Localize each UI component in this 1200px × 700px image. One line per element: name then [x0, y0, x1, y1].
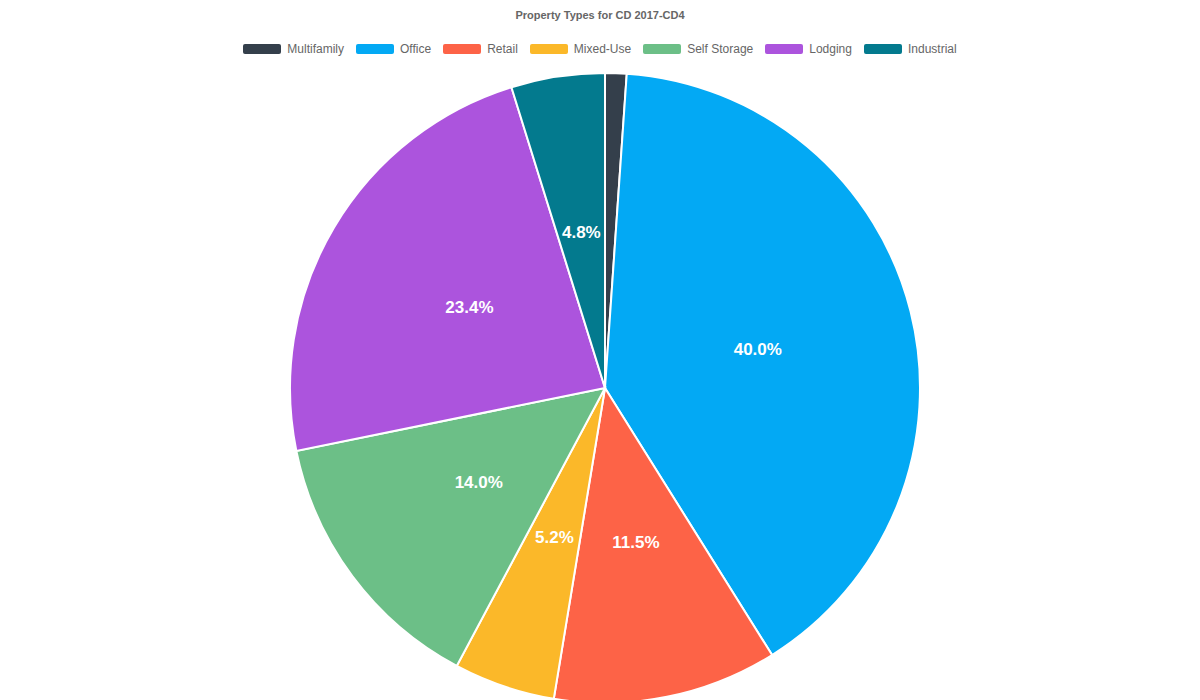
svg-text:23.4%: 23.4% — [445, 298, 493, 317]
svg-text:5.2%: 5.2% — [535, 528, 574, 547]
html-text:Mixed-Use: Mixed-Use — [573, 42, 632, 56]
svg-text:4.8%: 4.8% — [562, 223, 601, 242]
html-text:Office: Office — [400, 42, 432, 56]
html-text:Property Types for CD 2017-CD4: Property Types for CD 2017-CD4 — [515, 9, 685, 21]
svg-text:11.5%: 11.5% — [612, 533, 659, 552]
html-text:Lodging: Lodging — [809, 42, 852, 56]
svg-text:14.0%: 14.0% — [455, 473, 503, 492]
html-text:Multifamily: Multifamily — [287, 42, 344, 56]
html-text:Self Storage: Self Storage — [687, 42, 754, 56]
html-text:Retail: Retail — [487, 42, 518, 56]
html-text:Industrial: Industrial — [908, 42, 957, 56]
svg-text:40.0%: 40.0% — [734, 340, 782, 359]
